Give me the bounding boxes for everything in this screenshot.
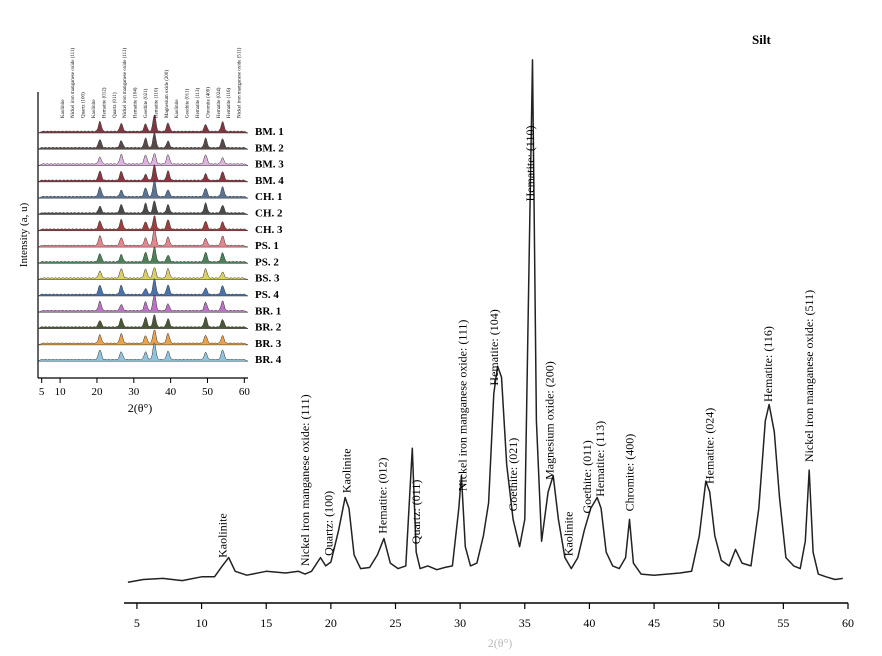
- inset-x-ticks: 5 10 20 30 40 50 60: [39, 378, 250, 398]
- inset-legend-label-8: PS. 2: [255, 256, 279, 268]
- inset-legend: BM. 1 BM. 2 BM. 3 BM. 4 CH. 1 CH. 2 CH. 3 PS. 1…: [255, 126, 284, 366]
- inset-x-tick-label-2: 20: [91, 386, 103, 398]
- inset-trace-8: [37, 246, 249, 264]
- inset-top-label-2: Quartz (100): [82, 92, 87, 118]
- main-x-tick-label-9: 50: [713, 616, 725, 630]
- main-series-line: [127, 59, 843, 584]
- main-x-tick-label-7: 40: [583, 616, 595, 630]
- inset-trace-3: [37, 164, 249, 183]
- inset-trace-11: [37, 294, 249, 313]
- inset-trace-2: [37, 153, 249, 166]
- inset-legend-label-10: PS. 4: [255, 289, 279, 301]
- main-x-tick-label-0: 5: [134, 616, 140, 630]
- inset-trace-12: [37, 314, 249, 329]
- main-x-tick-label-11: 60: [842, 616, 854, 630]
- main-annotation-15: Hematite: (024): [703, 408, 717, 484]
- inset-top-label-1: Nickel iron manganese oxide (111): [71, 48, 76, 118]
- inset-x-axis-label: 2(θ°): [128, 401, 153, 415]
- inset-top-labels: Kaolinite Nickel iron manganese oxide (11…: [61, 47, 243, 118]
- inset-legend-label-4: CH. 1: [255, 191, 283, 203]
- main-annotation-9: Hematite: (110): [523, 126, 537, 202]
- inset-top-label-9: Hematite (110): [154, 87, 159, 118]
- inset-top-label-6: Nickel iron manganese oxide (111): [123, 48, 128, 118]
- inset-legend-label-11: BR. 1: [255, 305, 281, 317]
- inset-traces: [37, 115, 249, 362]
- main-annotation-5: Quartz: (011): [409, 480, 423, 545]
- main-x-tick-label-6: 35: [519, 616, 531, 630]
- main-annotation-8: Goethite: (021): [506, 438, 520, 512]
- main-x-ticks: 5 10 15 20 25 30 35 40 45 50 55 60: [134, 603, 854, 630]
- main-annotation-1: Nickel iron manganese oxide: (111): [298, 394, 312, 566]
- main-annotation-6: Nickel iron manganese oxide: (111): [456, 320, 470, 492]
- main-x-tick-label-5: 30: [454, 616, 466, 630]
- inset-legend-label-0: BM. 1: [255, 126, 284, 138]
- main-annotation-7: Hematite: (104): [487, 309, 501, 385]
- inset-top-label-13: Hematite (113): [196, 87, 201, 118]
- inset-top-label-11: Kaolinite: [175, 99, 180, 118]
- inset-top-label-3: Kaolinite: [92, 99, 97, 118]
- inset-legend-label-1: BM. 2: [255, 142, 284, 154]
- main-annotation-4: Hematite: (012): [376, 457, 390, 533]
- main-annotation-14: Chromite: (400): [623, 434, 637, 512]
- inset-legend-label-5: CH. 2: [255, 208, 283, 220]
- inset-trace-4: [37, 180, 249, 199]
- inset-trace-6: [37, 215, 249, 232]
- inset-top-label-0: Kaolinite: [61, 99, 66, 118]
- inset-legend-label-6: CH. 3: [255, 224, 283, 236]
- inset-top-label-17: Nickel iron manganese oxide (511): [238, 47, 243, 118]
- inset-legend-label-7: PS. 1: [255, 240, 279, 252]
- inset-x-tick-label-1: 10: [55, 386, 67, 398]
- main-annotation-16: Hematite: (116): [761, 326, 775, 402]
- main-x-tick-label-10: 55: [777, 616, 789, 630]
- inset-legend-label-2: BM. 3: [255, 159, 284, 171]
- inset-top-label-14: Chromite (400): [206, 87, 211, 118]
- main-annotation-17: Nickel iron manganese oxide: (511): [802, 290, 816, 462]
- main-x-tick-label-8: 45: [648, 616, 660, 630]
- main-peak-annotations: Kaolinite Nickel iron manganese oxide: (1…: [215, 126, 816, 567]
- inset-trace-10: [37, 278, 249, 297]
- inset-legend-label-12: BR. 2: [255, 322, 282, 334]
- inset-top-label-12: Goethite (011): [186, 89, 191, 118]
- inset-trace-7: [37, 228, 249, 248]
- inset-trace-13: [37, 329, 249, 346]
- inset-legend-label-13: BR. 3: [255, 338, 282, 350]
- main-annotation-10: Magnesium oxide: (200): [542, 361, 556, 480]
- inset-x-tick-label-3: 30: [128, 386, 140, 398]
- main-annotation-2: Quartz: (100): [321, 491, 335, 556]
- inset-top-label-15: Hematite (024): [217, 87, 222, 118]
- inset-top-label-8: Goethite (021): [144, 88, 149, 118]
- inset-trace-1: [37, 132, 249, 150]
- inset-top-label-4: Hematite (012): [102, 87, 107, 118]
- inset-top-label-5: Quartz (011): [113, 92, 118, 118]
- main-annotation-3: Kaolinite: [339, 448, 353, 493]
- inset-trace-0: [37, 115, 249, 134]
- inset-chart: Kaolinite Nickel iron manganese oxide (11…: [18, 47, 284, 415]
- main-chart: 5 10 15 20 25 30 35 40 45 50 55 60 Kaolinite Nickel …: [124, 32, 854, 650]
- main-x-axis-label: 2(θ°): [488, 636, 513, 650]
- inset-trace-9: [37, 267, 249, 280]
- main-annotation-0: Kaolinite: [215, 513, 229, 558]
- inset-legend-label-3: BM. 4: [255, 175, 284, 187]
- main-annotation-13: Hematite: (113): [593, 421, 607, 497]
- inset-y-axis-label: Intensity (a, u): [18, 202, 30, 267]
- inset-trace-5: [37, 200, 249, 215]
- inset-trace-14: [37, 342, 249, 362]
- inset-top-label-7: Hematite (104): [134, 87, 139, 118]
- inset-legend-label-14: BR. 4: [255, 354, 282, 366]
- main-annotation-12: Goethite: (011): [580, 440, 594, 513]
- inset-x-tick-label-6: 60: [239, 386, 251, 398]
- main-annotation-11: Kaolinite: [562, 512, 576, 557]
- inset-x-tick-label-4: 40: [165, 386, 177, 398]
- inset-x-tick-label-0: 5: [39, 386, 45, 398]
- inset-top-label-10: Magnesium oxide (200): [165, 70, 170, 118]
- main-x-tick-label-1: 10: [196, 616, 208, 630]
- inset-legend-label-9: BS. 3: [255, 273, 280, 285]
- main-x-tick-label-3: 20: [325, 616, 337, 630]
- main-x-tick-label-2: 15: [260, 616, 272, 630]
- main-chart-title: Silt: [752, 32, 771, 47]
- main-x-tick-label-4: 25: [390, 616, 402, 630]
- inset-x-tick-label-5: 50: [202, 386, 214, 398]
- inset-top-label-16: Hematite (116): [227, 87, 232, 118]
